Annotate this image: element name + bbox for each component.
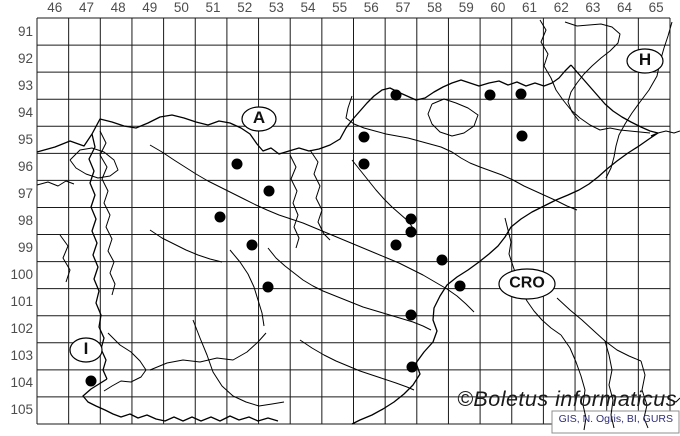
grid-col-label: 65 [648,0,664,15]
grid-row-label: 97 [17,185,33,201]
river-line [657,130,680,134]
occurrence-dot [436,254,448,266]
grid-col-label: 46 [47,0,63,15]
river-line [59,234,71,283]
occurrence-dot [246,239,258,251]
grid-row-label: 105 [10,402,33,418]
grid-row-label: 95 [17,131,33,147]
grid-row-label: 96 [17,158,33,174]
country-oval-italy [69,337,103,363]
country-label-croatia: CRO [509,274,545,292]
occurrence-dot [358,158,370,170]
river-line [605,21,673,179]
grid-row-label: 92 [17,50,33,66]
grid-col-label: 51 [205,0,221,15]
occurrence-dot [231,158,243,170]
grid-col-label: 61 [522,0,538,15]
grid-col-label: 64 [617,0,633,15]
grid-row-label: 93 [17,77,33,93]
grid-col-label: 49 [142,0,158,15]
occurrence-dot [262,281,274,293]
country-border [351,132,659,425]
occurrence-dot [358,131,370,143]
country-border [36,64,572,155]
occurrence-dot [214,211,226,223]
river-line [149,332,267,371]
grid-col-label: 56 [363,0,379,15]
grid-row-label: 94 [17,104,33,120]
copyright-text: ©Boletus informaticus [457,387,677,411]
river-line [351,159,414,229]
attribution-text: GIS, N. Ogris, BI, GURS [558,413,673,425]
occurrence-dot [484,89,496,101]
occurrence-dot [390,89,402,101]
country-label-italy: I [83,339,89,359]
occurrence-dot [405,213,417,225]
country-oval-austria [241,106,277,132]
river-line [69,147,119,179]
river-line [560,334,587,431]
river-line [564,21,621,122]
occurrence-dot [454,280,466,292]
occurrence-dot [390,239,402,251]
grid-col-label: 59 [458,0,474,15]
river-line [149,144,475,313]
grid-row-label: 104 [10,375,33,391]
country-label-austria: A [252,108,266,128]
river-line [604,340,615,429]
occurrence-dot [405,309,417,321]
occurrence-dot [405,226,417,238]
river-line [229,249,265,327]
river-line [427,98,479,137]
grid-col-label: 54 [300,0,316,15]
river-line [289,154,300,249]
river-line [99,130,116,296]
grid-row-label: 91 [17,23,33,39]
river-line [149,229,223,263]
occurrence-dot [515,88,527,100]
occurrence-dot [406,361,418,373]
grid-col-label: 60 [490,0,506,15]
grid-row-label: 101 [10,294,33,310]
river-line [640,360,649,429]
attribution-box [551,410,680,434]
country-oval-hungary [626,48,664,74]
grid-col-label: 62 [553,0,569,15]
river-line [267,247,432,331]
river-line [192,319,285,407]
grid-row-label: 103 [10,348,33,364]
country-border [88,133,108,380]
occurrence-dot [516,130,528,142]
river-line [539,19,651,134]
grid-col-label: 63 [585,0,601,15]
river-line [103,332,147,392]
grid-col-label: 52 [237,0,253,15]
grid-col-label: 50 [173,0,189,15]
grid-row-label: 99 [17,240,33,256]
occurrence-dot [85,375,97,387]
country-border [82,378,279,422]
country-oval-croatia [498,268,556,300]
river-line [345,95,578,211]
country-label-hungary: H [638,50,652,70]
grid-row-label: 98 [17,213,33,228]
grid-row-label: 102 [10,321,33,337]
river-line [556,297,642,362]
river-line [36,180,75,187]
grid-col-label: 47 [78,0,94,15]
river-line [309,149,331,241]
grid-col-label: 58 [427,0,443,15]
grid-col-label: 48 [110,0,126,15]
river-line [299,339,415,391]
river-line [667,397,680,403]
country-border [570,64,659,137]
grid-row-label: 100 [10,267,33,283]
grid-col-label: 57 [395,0,411,15]
grid-col-label: 53 [268,0,284,15]
grid-col-label: 55 [332,0,348,15]
occurrence-dot [263,185,275,197]
